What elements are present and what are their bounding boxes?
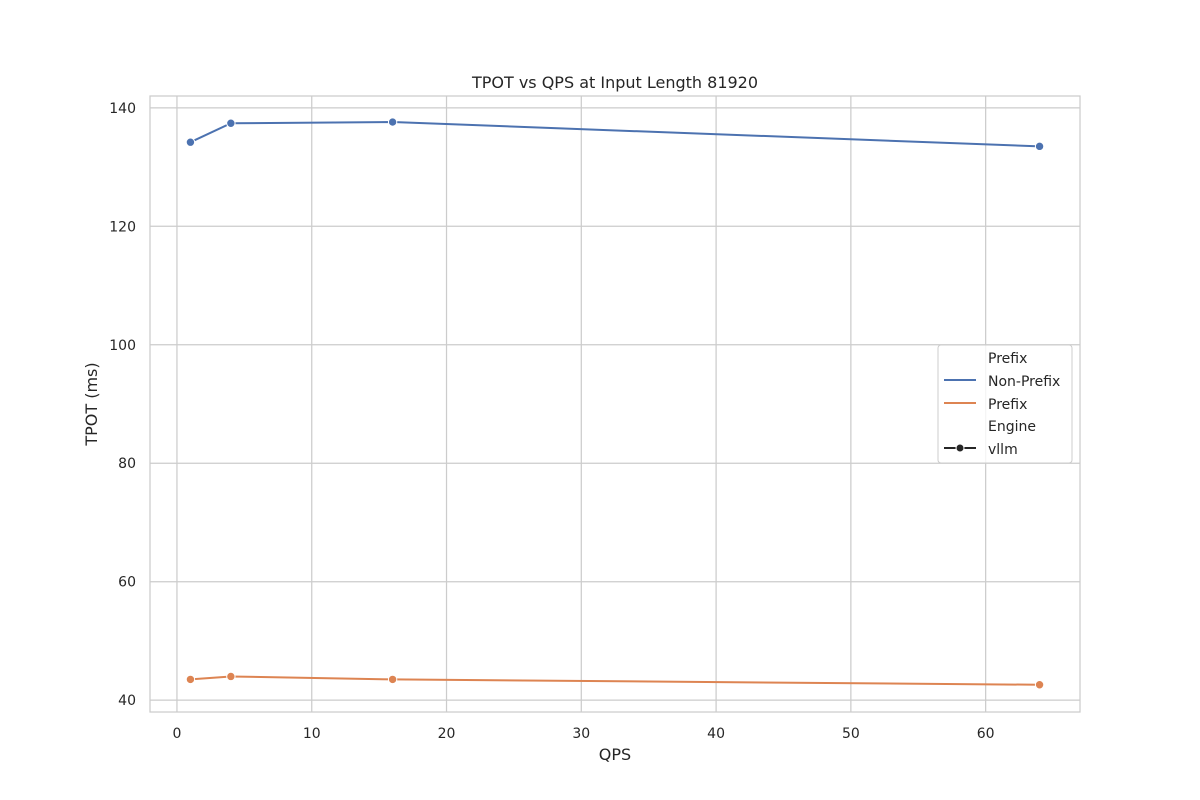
legend-label-vllm: vllm xyxy=(988,442,1018,458)
y-tick-label: 80 xyxy=(118,456,136,472)
y-tick-label: 60 xyxy=(118,575,136,591)
y-tick-label: 40 xyxy=(118,693,136,709)
data-point-prefix xyxy=(387,674,398,685)
y-axis-title: TPOT (ms) xyxy=(82,362,101,446)
legend-label-prefix: Prefix xyxy=(988,397,1027,413)
y-axis-ticks: 40 60 80 100 120 140 xyxy=(109,101,136,709)
y-tick-label: 100 xyxy=(109,338,136,354)
x-tick-label: 20 xyxy=(438,726,456,742)
series-line-prefix xyxy=(189,675,1041,686)
legend-label-non-prefix: Non-Prefix xyxy=(988,374,1060,390)
legend-box xyxy=(937,344,1073,464)
y-tick-label: 120 xyxy=(109,219,136,235)
x-tick-label: 10 xyxy=(303,726,321,742)
y-tick-label: 140 xyxy=(109,101,136,117)
x-tick-label: 0 xyxy=(172,726,181,742)
grid-lines xyxy=(150,96,1080,712)
plot-area-frame xyxy=(149,95,1081,713)
data-point-non-prefix xyxy=(1034,141,1045,152)
data-point-non-prefix xyxy=(387,117,398,127)
x-tick-label: 40 xyxy=(707,726,725,742)
x-tick-label: 30 xyxy=(572,726,590,742)
legend-hue-title: Prefix xyxy=(988,351,1027,367)
x-axis-ticks: 0 10 20 30 40 50 60 xyxy=(172,726,994,742)
legend-marker-vllm xyxy=(955,443,965,453)
data-point-non-prefix xyxy=(185,137,196,147)
x-tick-label: 60 xyxy=(977,726,995,742)
chart-title: TPOT vs QPS at Input Length 81920 xyxy=(471,73,758,92)
data-point-prefix xyxy=(226,671,236,682)
x-axis-title: QPS xyxy=(599,745,631,764)
legend: Prefix Non-Prefix Prefix Engine vllm xyxy=(937,344,1073,464)
data-point-prefix xyxy=(185,674,196,685)
data-point-prefix xyxy=(1034,680,1045,690)
series-lines xyxy=(185,117,1045,690)
legend-style-title: Engine xyxy=(988,419,1036,435)
series-line-non-prefix xyxy=(189,121,1041,148)
data-point-non-prefix xyxy=(226,118,236,128)
x-tick-label: 50 xyxy=(842,726,860,742)
